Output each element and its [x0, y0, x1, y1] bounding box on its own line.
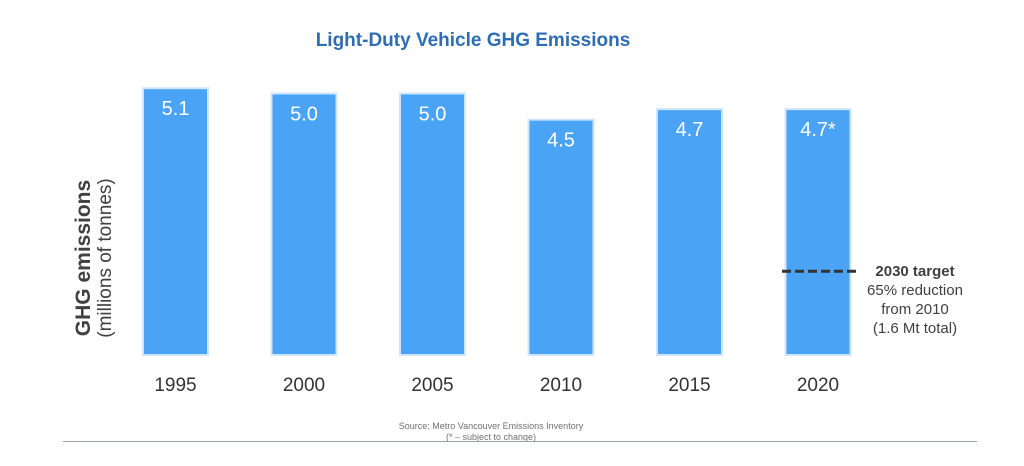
y-axis-label-main: GHG emissions	[72, 179, 95, 337]
x-tick-label-2000: 2000	[283, 375, 325, 396]
bar-value-label-2000: 5.0	[290, 103, 318, 125]
bar-2020	[784, 108, 852, 357]
bar-2010	[527, 118, 595, 356]
target-line-1: 65% reduction	[867, 282, 963, 299]
bar-2005	[399, 92, 466, 356]
bar-value-label-1995: 5.1	[162, 98, 190, 120]
x-tick-label-1995: 1995	[154, 375, 196, 396]
target-line-2: from 2010	[881, 301, 949, 318]
x-tick-label-2010: 2010	[540, 375, 582, 396]
bar-value-label-2010: 4.5	[547, 130, 575, 152]
y-axis-label-unit: (millions of tonnes)	[95, 178, 116, 338]
source-footnote: (* – subject to change)	[445, 432, 537, 442]
chart-title: Light-Duty Vehicle GHG Emissions	[315, 30, 631, 51]
x-tick-label-2020: 2020	[797, 375, 839, 396]
x-tick-label-2005: 2005	[411, 375, 453, 396]
bar-value-label-2020: 4.7*	[800, 119, 836, 141]
source-line: Source: Metro Vancouver Emissions Invent…	[398, 421, 584, 431]
source-note: Source: Metro Vancouver Emissions Invent…	[300, 421, 682, 443]
bar-value-label-2015: 4.7	[676, 119, 704, 141]
bar-2015	[656, 108, 723, 357]
bar-2000	[270, 92, 338, 356]
x-tick-label-2015: 2015	[668, 375, 710, 396]
y-axis-label: GHG emissions (millions of tonnes)	[72, 128, 117, 388]
footer-rule	[63, 441, 977, 442]
bar-value-label-2005: 5.0	[419, 103, 447, 125]
bar-1995	[142, 87, 209, 356]
target-line-3: (1.6 Mt total)	[872, 320, 958, 337]
target-title: 2030 target	[875, 263, 955, 280]
target-annotation: 2030 target 65% reduction from 2010 (1.6…	[850, 262, 980, 338]
